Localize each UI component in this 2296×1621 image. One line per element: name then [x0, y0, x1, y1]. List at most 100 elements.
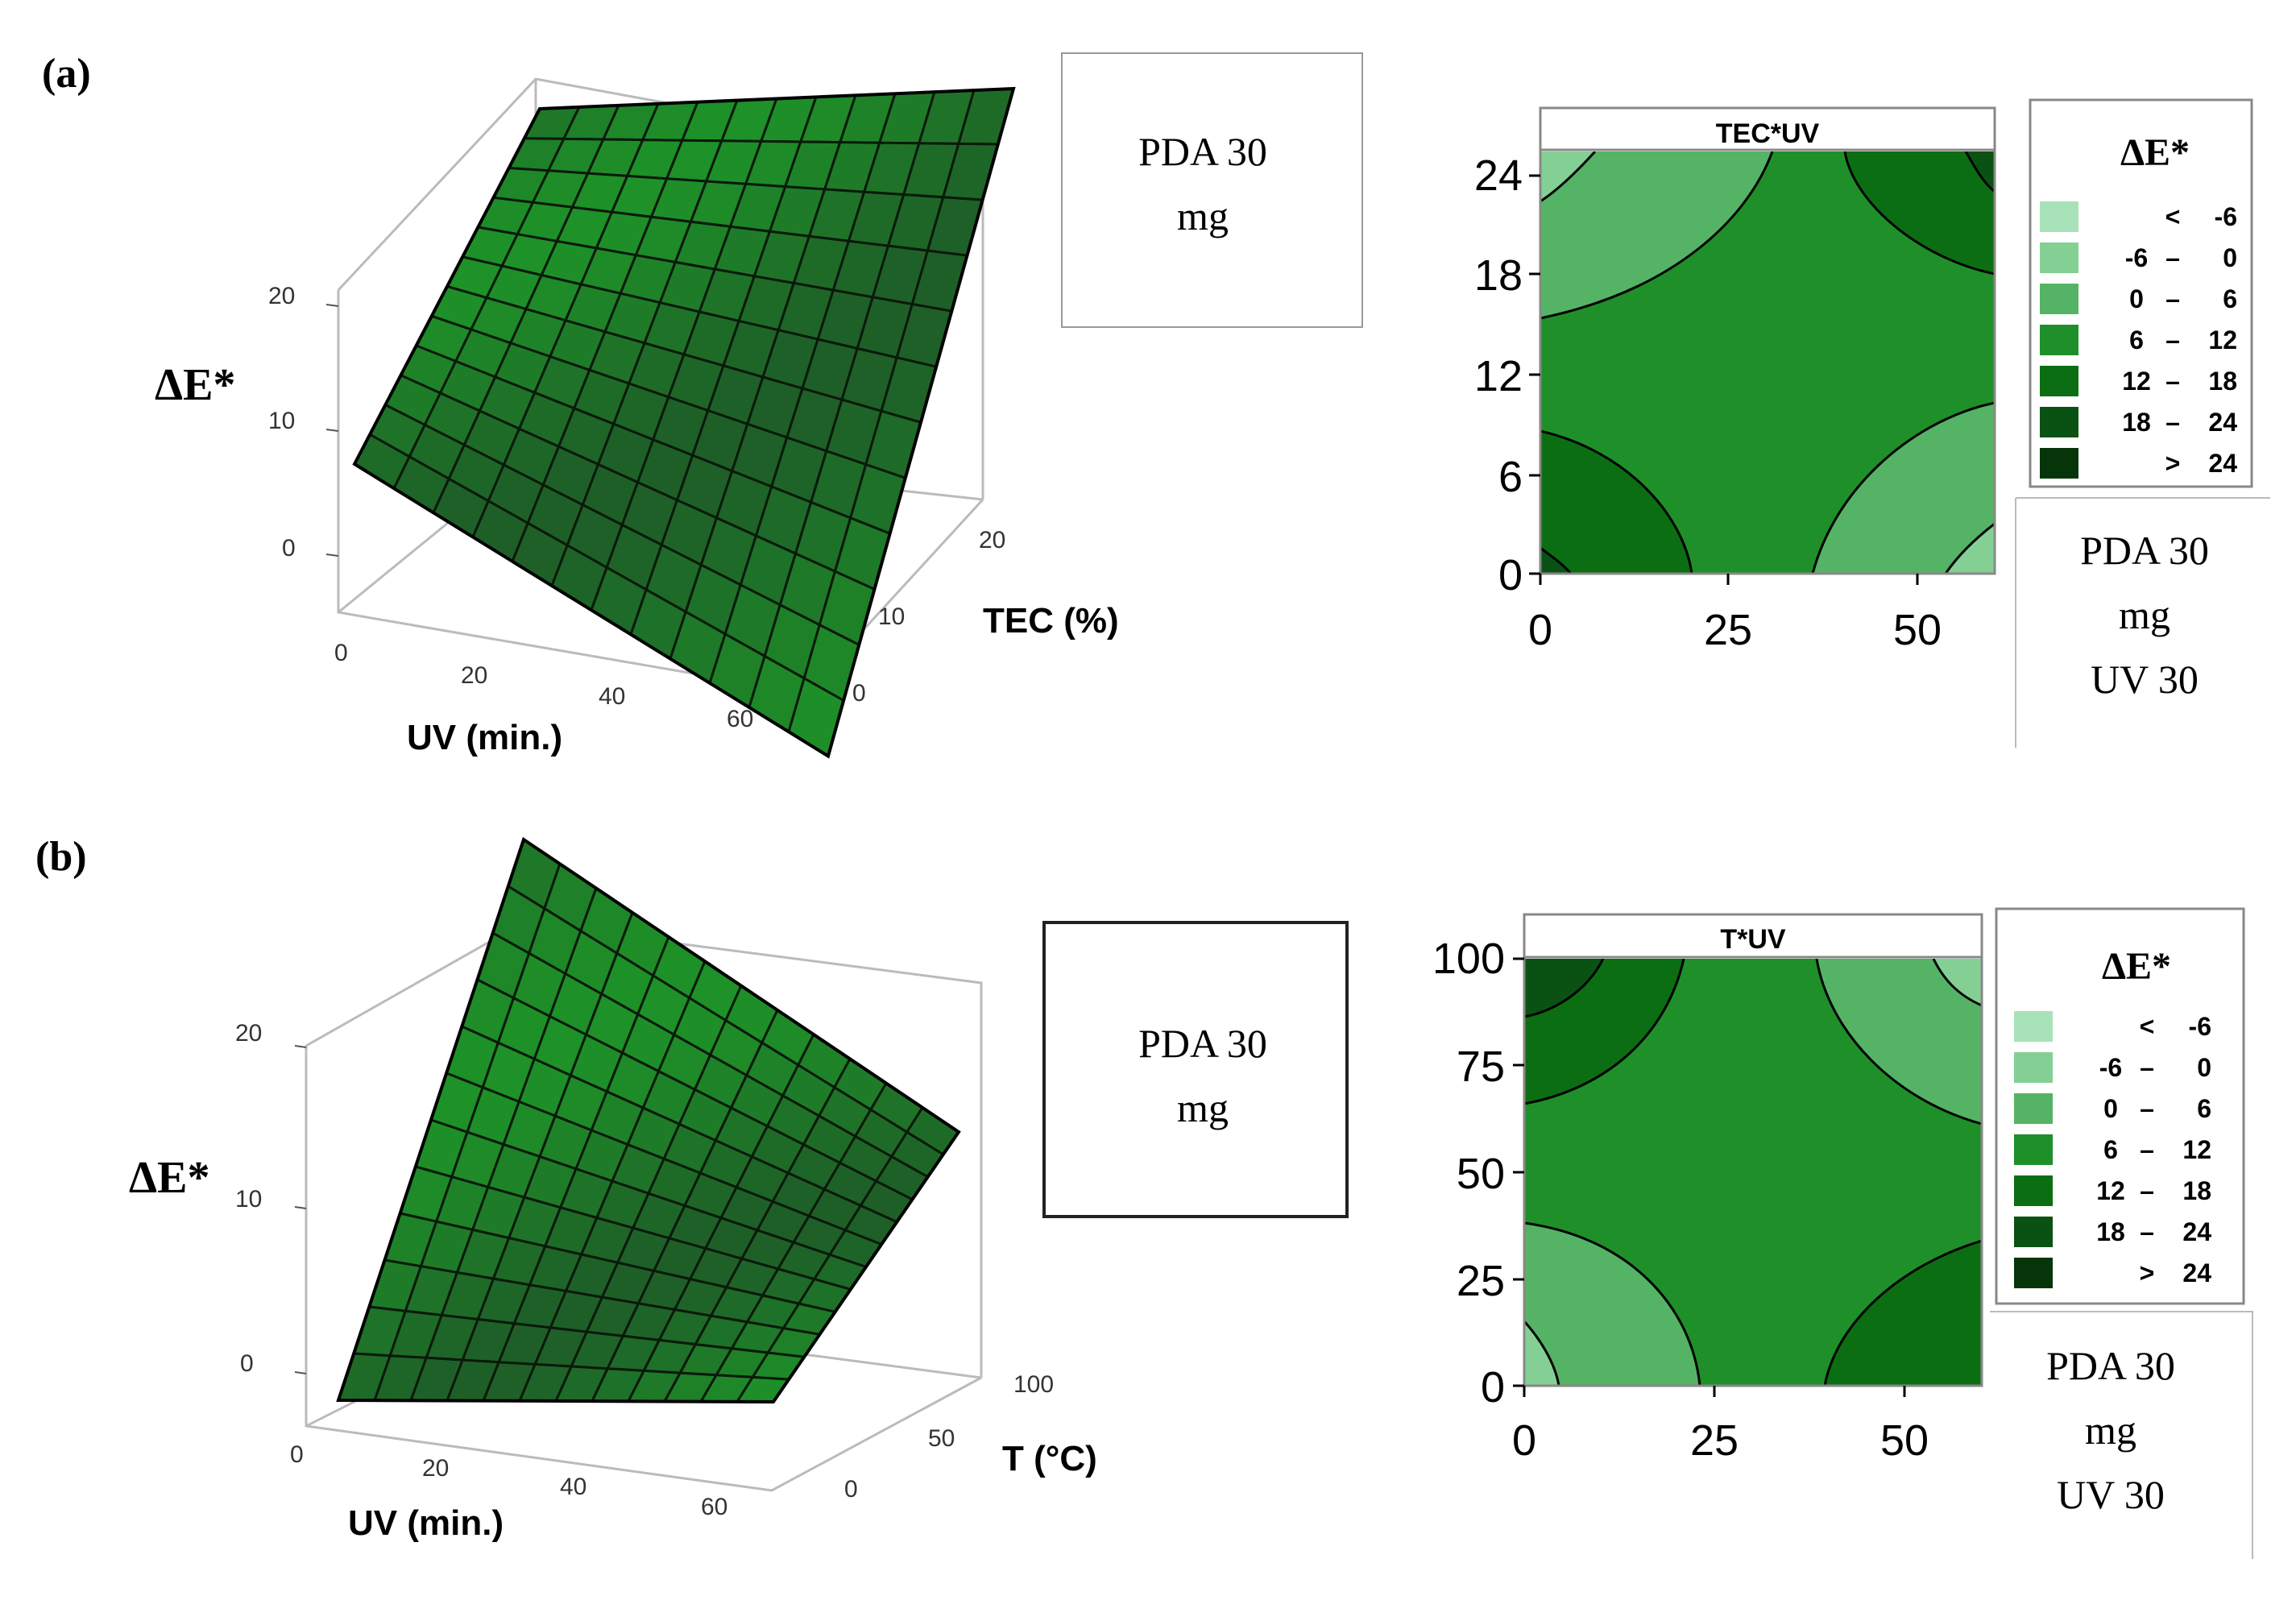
legend-entry-high: 6: [2197, 1094, 2211, 1123]
yaxis-tick-a-20: 20: [979, 527, 1005, 553]
settings-box-a: PDA 30 mg: [1061, 52, 1363, 328]
legend-swatch: [2014, 1093, 2053, 1124]
xaxis-tick-b-20: 20: [422, 1455, 449, 1482]
contour-region-a-br-light: [1813, 403, 1995, 574]
legend-entry-high: 12: [2182, 1135, 2211, 1164]
legend-entry-low: 12: [2096, 1176, 2125, 1205]
surface-mesh-b: [336, 836, 961, 1404]
legend-swatch: [2014, 1011, 2053, 1042]
settings-box-b: PDA 30 mg: [1042, 921, 1349, 1218]
contour-lines-b: [1524, 959, 1982, 1386]
legend-swatch: [2040, 284, 2078, 314]
legend-entry-high: 18: [2208, 367, 2237, 396]
legend-entry-high: 12: [2208, 325, 2237, 354]
yaxis-tick-a-0: 0: [852, 680, 866, 707]
settings-box-b-line2: mg: [1177, 1085, 1229, 1130]
legend-entry-op: –: [2165, 408, 2180, 437]
contour-ticks-a: [1529, 174, 1919, 585]
legend-swatch: [2040, 366, 2078, 396]
yaxis-label-a: TEC (%): [983, 601, 1119, 641]
legend-entry-high: 18: [2182, 1176, 2211, 1205]
hold-box-a-frame: [2015, 497, 2270, 748]
yaxis-tick-b-50: 50: [928, 1425, 955, 1452]
hold-box-b-line2: mg: [2085, 1407, 2136, 1453]
legend-swatch: [2040, 407, 2078, 437]
xaxis-tick-a-20: 20: [461, 662, 487, 689]
legend-a-title: ΔE*: [2120, 131, 2190, 174]
legend-entry-high: -6: [2189, 1012, 2211, 1041]
legend-entry-high: 24: [2208, 449, 2237, 478]
zaxis-tick-b-0: 0: [240, 1350, 254, 1377]
zaxis-tick-b-10: 10: [235, 1186, 262, 1213]
hold-box-b-line3: UV 30: [2057, 1472, 2165, 1517]
legend-entry-op: –: [2140, 1053, 2154, 1082]
yaxis-tick-b-100: 100: [1013, 1371, 1054, 1398]
contour-region-b-tl-darker: [1524, 959, 1603, 1017]
contour-xtick-b-0: 0: [1512, 1416, 1536, 1465]
legend-entry-op: >: [2140, 1258, 2155, 1287]
panel-a: (a) 20 10 0 ΔE* 0 20 40 60 UV (min.): [42, 51, 2270, 759]
surface-edge: [336, 836, 961, 1404]
contour-region-b-tr-light: [1817, 959, 1982, 1124]
legend-entry-op: –: [2140, 1176, 2154, 1205]
legend-entry-op: –: [2140, 1135, 2154, 1164]
panel-label-b: (b): [35, 834, 87, 880]
zaxis-label-b: ΔE*: [129, 1153, 209, 1203]
legend-swatch: [2014, 1258, 2053, 1288]
contour-frame-a: [1539, 106, 1996, 575]
yaxis-tick-a-10: 10: [878, 603, 905, 630]
legend-entry-op: –: [2165, 284, 2180, 313]
legend-swatch: [2014, 1175, 2053, 1206]
legend-entry-low: 18: [2096, 1217, 2125, 1246]
legend-entry-op: –: [2165, 243, 2180, 272]
xaxis-tick-a-60: 60: [727, 706, 753, 732]
surface-ticks-a: [325, 304, 339, 557]
contour-ytick-b-75: 75: [1457, 1043, 1505, 1091]
legend-entry-high: 24: [2182, 1258, 2211, 1287]
contour-ytick-a-0: 0: [1498, 551, 1523, 599]
legend-entry-high: 0: [2223, 243, 2237, 272]
contour-region-b-br-dark: [1825, 1241, 1982, 1386]
hold-box-b: PDA 30 mg UV 30: [1990, 1311, 2253, 1559]
contour-plot-b: T*UV: [1432, 913, 1983, 1465]
legend-entry-op: –: [2140, 1217, 2154, 1246]
yaxis-label-b: T (°C): [1002, 1439, 1097, 1478]
contour-ytick-b-0: 0: [1481, 1363, 1505, 1412]
hold-box-b-frame: [1990, 1311, 2253, 1559]
xaxis-tick-a-40: 40: [599, 683, 625, 710]
legend-entry-high: 24: [2208, 408, 2237, 437]
contour-ytick-b-50: 50: [1457, 1150, 1505, 1198]
legend-entry-op: <: [2140, 1012, 2155, 1041]
hold-box-b-line1: PDA 30: [2046, 1343, 2175, 1388]
surface-plot-a: 20 10 0 ΔE* 0 20 40 60 UV (min.) 0 10 20…: [155, 77, 1119, 759]
contour-title-bar-a: [1539, 106, 1996, 151]
contour-ytick-a-24: 24: [1474, 151, 1523, 200]
legend-entry-low: -6: [2125, 243, 2148, 272]
legend-b-title: ΔE*: [2102, 945, 2171, 988]
contour-region-a-tl-lighter: [1540, 151, 1595, 201]
zaxis-tick-a-0: 0: [282, 535, 296, 562]
hold-box-a-line3: UV 30: [2091, 657, 2199, 702]
contour-xtick-a-25: 25: [1704, 606, 1752, 654]
xaxis-label-a: UV (min.): [407, 718, 562, 757]
legend-swatch: [2040, 448, 2078, 479]
contour-ytick-a-18: 18: [1474, 251, 1523, 300]
legend-swatch: [2040, 325, 2078, 355]
legend-entry-op: –: [2140, 1094, 2154, 1123]
contour-xtick-b-25: 25: [1690, 1416, 1739, 1465]
panel-b: (b) 20 10 0 ΔE* 0 20 40 60 UV (min.): [35, 834, 2253, 1559]
legend-swatch: [2014, 1217, 2053, 1247]
settings-box-b-frame: [1042, 921, 1349, 1218]
legend-entry-low: 0: [2129, 284, 2144, 313]
legend-entry-low: 18: [2122, 408, 2151, 437]
yaxis-tick-b-0: 0: [844, 1476, 858, 1503]
legend-swatch: [2014, 1052, 2053, 1083]
legend-swatch: [2040, 243, 2078, 273]
legend-entry-high: 0: [2197, 1053, 2211, 1082]
hold-box-a: PDA 30 mg UV 30: [2015, 497, 2270, 748]
legend-entry-low: 6: [2103, 1135, 2118, 1164]
contour-region-a-tr-dark: [1845, 151, 1995, 274]
contour-ytick-b-100: 100: [1432, 935, 1505, 983]
